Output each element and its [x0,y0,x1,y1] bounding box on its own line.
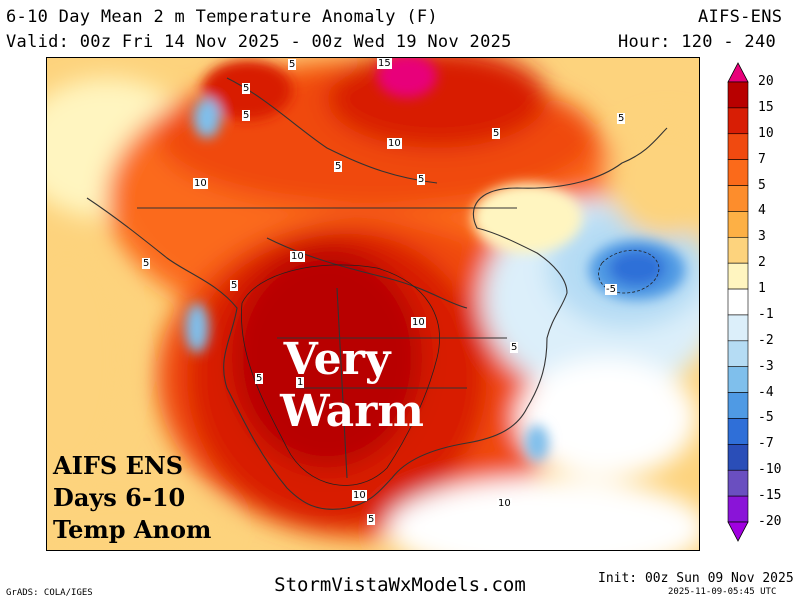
colorbar-swatch [727,159,749,186]
colorbar-label: -10 [758,462,782,478]
colorbar-swatch [727,469,749,497]
contour-lines [241,249,660,486]
colorbar-label: -15 [758,488,782,504]
colorbar-label: -5 [758,410,774,426]
colorbar-swatch [727,444,749,471]
colorbar-label: -20 [758,514,782,529]
colorbar-swatch [727,262,749,290]
valid-period: Valid: 00z Fri 14 Nov 2025 - 00z Wed 19 … [6,32,512,52]
colorbar-label: -1 [758,306,774,322]
anomaly-shading-detail [185,58,685,461]
colorbar-swatch [727,366,749,393]
overlay-days-line: Days 6-10 [53,483,186,512]
contour-label: 10 [497,498,512,509]
colorbar-swatch [727,185,749,212]
map-title: 6-10 Day Mean 2 m Temperature Anomaly (F… [6,7,438,27]
overlay-model-line: AIFS ENS [53,451,184,480]
contour-label: 10 [411,317,426,328]
colorbar-label: -4 [758,384,774,400]
colorbar-swatch [727,133,749,160]
overlay-warm: Warm [280,386,424,437]
colorbar-swatch [727,392,749,419]
contour-label: 5 [510,342,519,353]
colorbar-swatch [727,211,749,238]
colorbar-swatch [727,340,749,368]
generated-timestamp: 2025-11-09-05:45 UTC [668,587,777,597]
colorbar-swatch [727,81,749,109]
anomaly-map: 5 5 15 10 5 5 5 10 5 10 10 5 5 5 10 5 -5… [46,57,700,551]
contour-label: 10 [352,490,367,501]
contour-label: 15 [377,58,392,69]
colorbar-label: 20 [758,74,774,89]
contour-label: 5 [142,258,151,269]
colorbar-swatch [727,495,749,523]
contour-label: 5 [367,514,376,525]
model-name: AIFS-ENS [698,7,783,27]
contour-label: -5 [605,284,617,295]
colorbar-label: 2 [758,255,766,271]
colorbar-label: 5 [758,177,766,193]
colorbar-swatch [727,236,749,264]
contour-label: 5 [242,83,251,94]
site-watermark: StormVistaWxModels.com [274,574,526,596]
colorbar-label: -3 [758,358,774,374]
overlay-anom-line: Temp Anom [53,515,212,544]
colorbar-label: 1 [758,281,766,297]
colorbar-label: 7 [758,151,766,167]
colorbar-label: 4 [758,203,766,219]
colorbar-swatch [727,314,749,342]
colorbar-swatch [727,418,749,445]
colorbar-label: 3 [758,229,766,245]
color-scale-bar [727,62,749,542]
grads-credit: GrADS: COLA/IGES [6,588,93,598]
anomaly-map-canvas [47,58,699,550]
contour-label: 10 [387,138,402,149]
contour-label: 5 [617,113,626,124]
colorbar-label: -2 [758,332,774,348]
colorbar-swatch [727,288,749,316]
contour-label: 10 [290,251,305,262]
contour-label: 5 [288,59,297,70]
overlay-very: Very [283,334,391,385]
colorbar-label: 15 [758,99,774,115]
contour-label: 5 [242,110,251,121]
colorbar-top-arrow [727,62,749,83]
colorbar-label: -7 [758,436,774,452]
colorbar-label: 10 [758,125,774,141]
colorbar-swatch [727,107,749,135]
forecast-hours: Hour: 120 - 240 [618,32,777,52]
contour-label: 5 [492,128,501,139]
contour-label: 1 [296,377,305,388]
init-time: Init: 00z Sun 09 Nov 2025 [598,571,794,586]
contour-label: 10 [193,178,208,189]
contour-label: 5 [230,280,239,291]
colorbar-bottom-arrow [727,521,749,542]
contour-label: 5 [417,174,426,185]
contour-label: 5 [334,161,343,172]
contour-label: 5 [255,373,264,384]
